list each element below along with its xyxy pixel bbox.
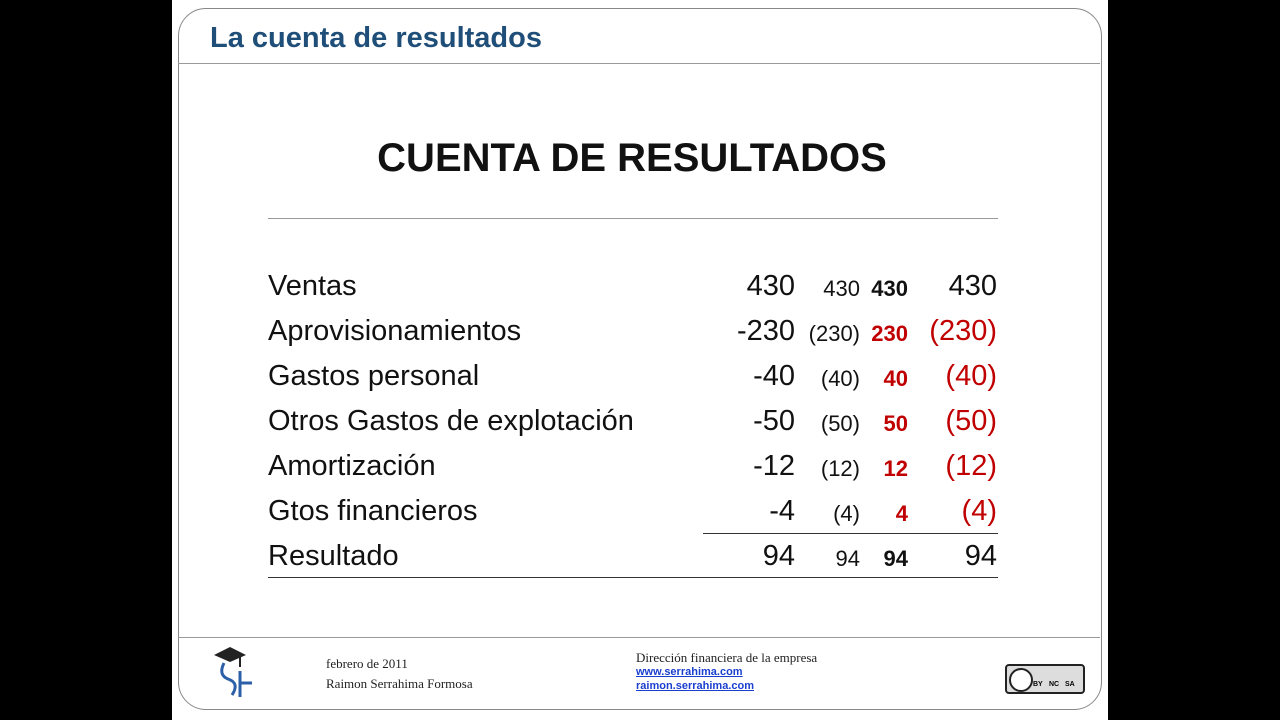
value-cell: 94 [964, 540, 997, 572]
footer-link[interactable]: www.serrahima.com [636, 666, 743, 678]
footer-link[interactable]: raimon.serrahima.com [636, 680, 754, 692]
row-label: Ventas [268, 270, 357, 302]
value-cell: (50) [945, 405, 997, 437]
value-cell: (230) [808, 321, 860, 346]
sum-rule [703, 533, 998, 534]
row-label: Otros Gastos de explotación [268, 405, 634, 437]
value-cell: (40) [945, 360, 997, 392]
footer-author: Raimon Serrahima Formosa [326, 676, 473, 691]
value-cell: -12 [753, 450, 795, 482]
value-cell: (12) [945, 450, 997, 482]
slide-title: CUENTA DE RESULTADOS [377, 136, 887, 180]
value-cell: -230 [736, 315, 795, 347]
footer-course: Dirección financiera de la empresa [636, 650, 818, 665]
license-term: BY [1033, 681, 1043, 688]
license-term: SA [1065, 681, 1075, 688]
row-label: Aprovisionamientos [268, 315, 522, 347]
row-label: Amortización [268, 450, 436, 482]
value-cell: 430 [948, 270, 997, 302]
value-cell: (4) [961, 495, 997, 527]
footer-date: febrero de 2011 [326, 656, 408, 671]
value-cell: 50 [883, 411, 908, 436]
value-cell: -40 [753, 360, 795, 392]
value-cell: 4 [895, 501, 908, 526]
value-cell: 430 [871, 276, 908, 301]
footer-rule [178, 637, 1100, 638]
value-cell: (230) [929, 315, 997, 347]
value-cell: 12 [883, 456, 908, 481]
value-cell: (40) [820, 366, 860, 391]
value-cell: 94 [835, 546, 860, 571]
value-cell: 94 [883, 546, 908, 571]
cc-icon [1009, 668, 1033, 692]
value-cell: 94 [762, 540, 795, 572]
value-cell: (50) [820, 411, 860, 436]
value-cell: 230 [871, 321, 908, 346]
license-term: NC [1049, 681, 1060, 688]
header-title: La cuenta de resultados [210, 22, 542, 54]
value-cell: 40 [883, 366, 908, 391]
header-rule [178, 63, 1100, 64]
value-cell: (12) [820, 456, 860, 481]
row-label: Gastos personal [268, 360, 480, 392]
value-cell: 430 [823, 276, 860, 301]
table-bottom-rule [268, 577, 998, 578]
slide-frame [178, 8, 1102, 710]
value-cell: -4 [769, 495, 795, 527]
row-label: Gtos financieros [268, 495, 478, 527]
value-cell: (4) [833, 501, 860, 526]
value-cell: 430 [746, 270, 795, 302]
license-badge: BY NC SA [1005, 664, 1085, 694]
title-rule [268, 218, 998, 219]
slide: La cuenta de resultados CUENTA DE RESULT… [172, 0, 1108, 720]
logo [214, 647, 252, 697]
value-cell: -50 [753, 405, 795, 437]
row-label: Resultado [268, 540, 399, 572]
